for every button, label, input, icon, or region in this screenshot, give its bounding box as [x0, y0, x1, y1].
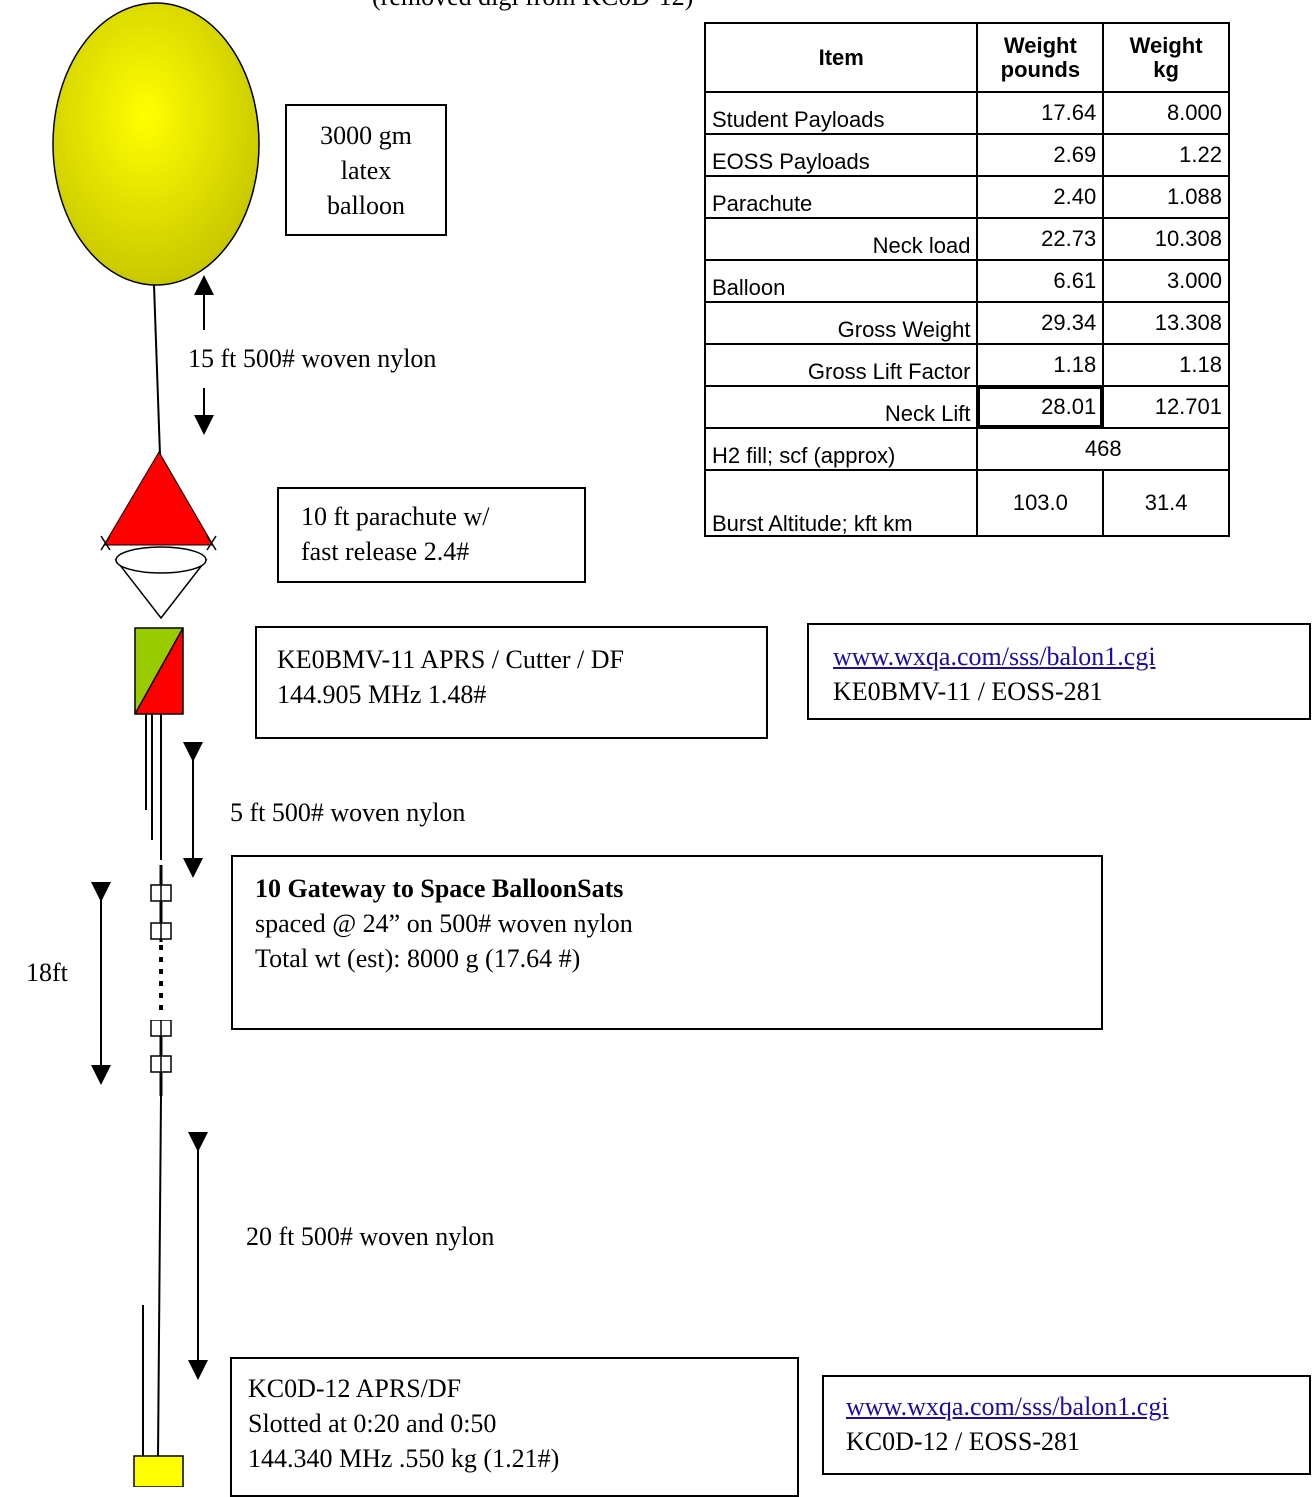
- table-row: Student Payloads 17.64 8.000: [703, 91, 1230, 135]
- row-item: H2 fill; scf (approx): [703, 427, 979, 471]
- parachute-canopy: [103, 451, 214, 546]
- tracker1-note: KE0BMV-11 APRS / Cutter / DF 144.905 MHz…: [255, 626, 768, 739]
- row-kg: 1.22: [1102, 133, 1230, 177]
- row-item: Burst Altitude; kft km: [703, 469, 979, 537]
- col-kg: Weight kg: [1102, 22, 1230, 93]
- tracker2-note: KC0D-12 APRS/DF Slotted at 0:20 and 0:50…: [230, 1357, 799, 1497]
- tracker2-box-shape: [133, 1455, 184, 1487]
- row-pounds: 1.18: [976, 343, 1105, 387]
- row-kg: 10.308: [1102, 217, 1230, 261]
- row-item: Parachute: [703, 175, 979, 219]
- row-item: Neck load: [703, 217, 979, 261]
- row-item: EOSS Payloads: [703, 133, 979, 177]
- table-row: Neck Lift 28.01 12.701: [703, 385, 1230, 429]
- label-5ft: 5 ft 500# woven nylon: [230, 798, 466, 827]
- burst-km: 31.4: [1102, 469, 1230, 537]
- balloon-note: 3000 gm latex balloon: [285, 104, 447, 236]
- parachute-vent: [115, 546, 207, 574]
- parachute-note: 10 ft parachute w/ fast release 2.4#: [277, 487, 586, 583]
- row-pounds: 2.40: [976, 175, 1105, 219]
- table-row: Gross Weight 29.34 13.308: [703, 301, 1230, 345]
- row-pounds: 6.61: [976, 259, 1105, 303]
- h2-fill-value: 468: [976, 427, 1230, 471]
- tracking-link-2[interactable]: www.wxqa.com/sss/balon1.cgi: [846, 1392, 1169, 1421]
- tracking-link-box-2: www.wxqa.com/sss/balon1.cgi KC0D-12 / EO…: [822, 1375, 1311, 1475]
- table-row: Neck load 22.73 10.308: [703, 217, 1230, 261]
- table-row: Burst Altitude; kft km 103.0 31.4: [703, 469, 1230, 537]
- balloon-shape: [52, 2, 260, 286]
- row-item: Balloon: [703, 259, 979, 303]
- label-15ft: 15 ft 500# woven nylon: [188, 344, 437, 373]
- row-kg: 3.000: [1102, 259, 1230, 303]
- row-pounds: 28.01: [976, 385, 1105, 429]
- row-pounds: 2.69: [976, 133, 1105, 177]
- table-row: EOSS Payloads 2.69 1.22: [703, 133, 1230, 177]
- tether-line-1: [153, 284, 161, 456]
- row-pounds: 17.64: [976, 91, 1105, 135]
- table-row: Balloon 6.61 3.000: [703, 259, 1230, 303]
- row-pounds: 29.34: [976, 301, 1105, 345]
- tracking-link-1[interactable]: www.wxqa.com/sss/balon1.cgi: [833, 642, 1156, 671]
- col-pounds: Weight pounds: [976, 22, 1105, 93]
- col-item: Item: [703, 22, 979, 93]
- weight-table: Item Weight pounds Weight kg Student Paylo…: [703, 22, 1230, 537]
- row-kg: 1.18: [1102, 343, 1230, 387]
- burst-kft: 103.0: [976, 469, 1105, 537]
- row-item: Gross Weight: [703, 301, 979, 345]
- tracking-link-box-1: www.wxqa.com/sss/balon1.cgi KE0BMV-11 / …: [807, 623, 1311, 720]
- table-row: Gross Lift Factor 1.18 1.18: [703, 343, 1230, 387]
- row-kg: 1.088: [1102, 175, 1230, 219]
- tether-line-3: [157, 1095, 162, 1458]
- row-item: Student Payloads: [703, 91, 979, 135]
- row-kg: 8.000: [1102, 91, 1230, 135]
- row-pounds: 22.73: [976, 217, 1105, 261]
- payload-note: 10 Gateway to Space BalloonSats spaced @…: [231, 855, 1103, 1030]
- table-row: H2 fill; scf (approx) 468: [703, 427, 1230, 471]
- row-kg: 12.701: [1102, 385, 1230, 429]
- row-kg: 13.308: [1102, 301, 1230, 345]
- table-row: Parachute 2.40 1.088: [703, 175, 1230, 219]
- row-item: Neck Lift: [703, 385, 979, 429]
- label-20ft: 20 ft 500# woven nylon: [246, 1222, 495, 1251]
- row-item: Gross Lift Factor: [703, 343, 979, 387]
- header-fragment: (removed digi from KC0D-12): [372, 0, 693, 12]
- label-18ft: 18ft: [26, 958, 68, 987]
